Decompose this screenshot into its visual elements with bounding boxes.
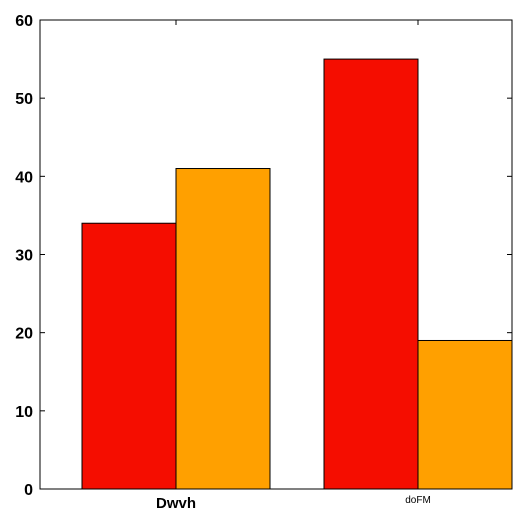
x-axis-labels: Dwvh doFM [156,20,431,512]
bar-dwvh-series-2 [175,168,271,490]
y-tick-label: 0 [24,482,33,499]
plot-frame [39,19,513,490]
y-tick-label: 40 [15,169,33,186]
y-tick-label: 50 [15,91,33,108]
y-tick-label: 60 [15,13,33,30]
y-axis-ticks: 0 10 20 30 40 50 60 [15,13,512,499]
y-tick-label: 30 [15,248,33,265]
x-tick-label-dwvh: Dwvh [156,495,196,512]
y-tick-label: 10 [15,404,33,421]
bars [81,58,513,490]
y-tick-label: 20 [15,326,33,343]
bar-dofm-series-1 [323,58,419,490]
bar-dofm-series-2 [417,339,513,490]
x-tick-label-dofm: doFM [405,495,431,506]
bar-dwvh-series-1 [81,222,177,490]
